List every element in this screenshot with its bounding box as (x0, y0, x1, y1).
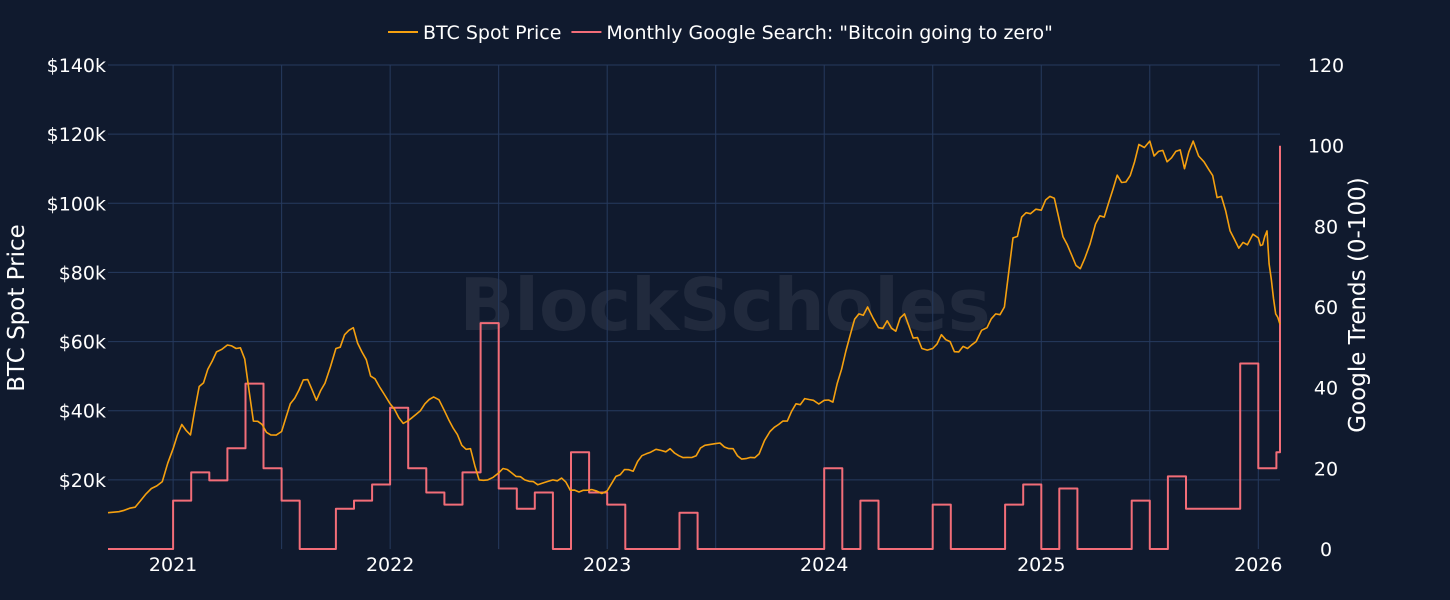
google-trends-line (108, 145, 1281, 550)
left-tick-label: $120k (47, 124, 106, 146)
x-axis-ticks: 2021 2022 2023 2024 2025 2026 (149, 554, 1283, 576)
left-tick-label: $80k (59, 262, 106, 284)
x-tick-label: 2022 (366, 554, 414, 576)
left-tick-label: $140k (47, 55, 106, 77)
legend-label: BTC Spot Price (423, 22, 561, 44)
right-tick-label: 100 (1308, 136, 1344, 158)
right-tick-label: 40 (1314, 378, 1338, 400)
right-tick-label: 0 (1320, 539, 1332, 561)
series-layer (107, 140, 1281, 550)
x-tick-label: 2026 (1234, 554, 1282, 576)
left-axis-ticks: $20k $40k $60k $80k $100k $120k $140k (47, 55, 106, 492)
x-tick-label: 2023 (583, 554, 631, 576)
right-tick-label: 120 (1308, 55, 1344, 77)
left-tick-label: $60k (59, 332, 106, 354)
legend-label: Monthly Google Search: "Bitcoin going to… (606, 22, 1052, 44)
btc-price-line (107, 140, 1281, 514)
left-tick-label: $40k (59, 401, 106, 423)
right-tick-label: 80 (1314, 216, 1338, 238)
x-tick-label: 2025 (1017, 554, 1065, 576)
legend: BTC Spot Price Monthly Google Search: "Bi… (388, 22, 1053, 44)
right-tick-label: 60 (1314, 297, 1338, 319)
left-tick-label: $100k (47, 193, 106, 215)
right-axis-title: Google Trends (0-100) (1345, 177, 1371, 432)
x-tick-label: 2024 (800, 554, 848, 576)
right-axis-ticks: 0 20 40 60 80 100 120 (1308, 55, 1344, 561)
left-axis-title: BTC Spot Price (4, 224, 30, 392)
watermark: BlockScholes (459, 263, 990, 347)
left-tick-label: $20k (59, 470, 106, 492)
right-tick-label: 20 (1314, 458, 1338, 480)
x-tick-label: 2021 (149, 554, 197, 576)
